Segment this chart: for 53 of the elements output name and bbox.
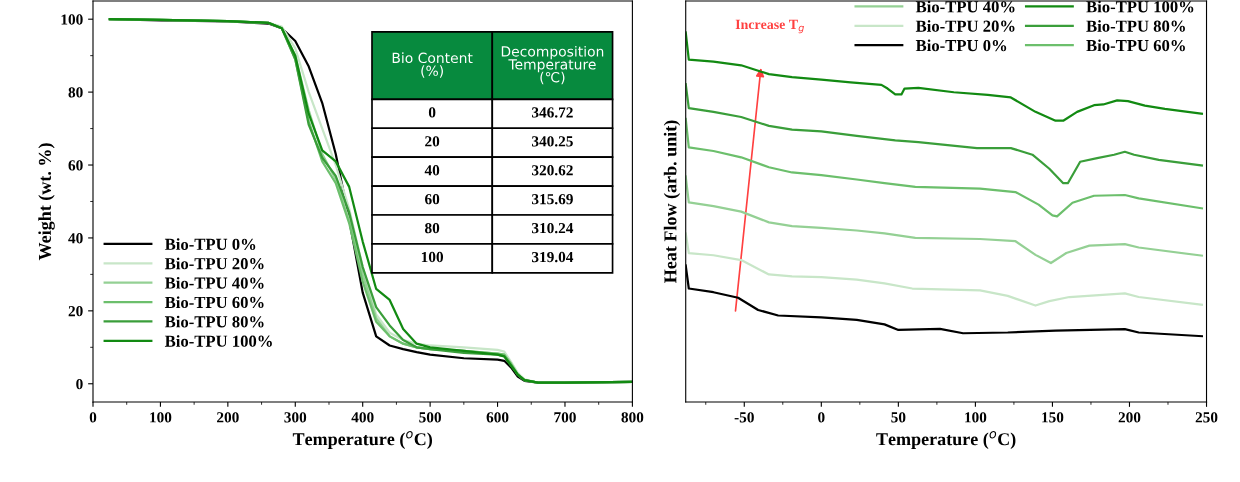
x-tick-label: 150 (1042, 412, 1064, 423)
legend-label: Bio-TPU 60% (1086, 39, 1185, 52)
annotation: 340.25 (531, 136, 573, 147)
x-axis-title: Temperature ($^{o}$C) (292, 431, 433, 449)
legend-label: Bio-TPU 20% (915, 20, 1015, 32)
x-axis-title: Temperature ($^{o}$C) (876, 431, 1016, 449)
annotation: Increase T$_{g}$ (735, 19, 804, 34)
annotation: 310.24 (531, 222, 574, 234)
x-tick-label: 0 (89, 412, 97, 423)
x-tick-label: -50 (734, 412, 754, 423)
annotation: Decomposition Temperature (℃) (501, 45, 604, 85)
legend-label: Bio-TPU 80% (164, 315, 264, 328)
y-tick-label: 0 (76, 378, 83, 390)
legend-label: Bio-TPU 80% (1086, 20, 1185, 32)
legend-label: Bio-TPU 0% (915, 39, 1007, 52)
annotation: 100 (421, 251, 444, 263)
x-tick-label: 100 (150, 412, 172, 423)
annotation: Bio Content (%) (392, 52, 473, 78)
x-tick-label: 100 (965, 412, 987, 423)
annotation: 320.62 (531, 165, 573, 176)
annotation: 0 (428, 107, 436, 118)
annotation: 20 (425, 136, 440, 147)
legend-label: Bio-TPU 0% (164, 238, 256, 250)
annotation: 40 (424, 165, 440, 176)
x-tick-label: 600 (486, 412, 509, 423)
legend-label: Bio-TPU 40% (164, 276, 264, 289)
legend-label: Bio-TPU 60% (164, 296, 264, 309)
annotation: 80 (425, 222, 440, 234)
legend-label: Bio-TPU 20% (164, 257, 264, 270)
y-axis-title: Heat Flow (arb. unit) (663, 120, 681, 283)
y-tick-label: 20 (68, 305, 83, 317)
x-tick-label: 700 (554, 412, 576, 423)
x-tick-label: 250 (1195, 412, 1218, 423)
annotation: 315.69 (531, 194, 573, 205)
x-tick-label: 200 (217, 412, 239, 423)
legend-label: Bio-TPU 100% (164, 335, 272, 347)
legend-label: Bio-TPU 100% (1086, 0, 1194, 13)
x-tick-label: 400 (351, 412, 374, 423)
x-tick-label: 300 (284, 412, 307, 423)
legend-label: Bio-TPU 40% (915, 0, 1015, 13)
x-tick-label: 800 (621, 412, 644, 423)
annotation: 346.72 (531, 107, 573, 118)
annotation: 60 (425, 194, 440, 205)
y-tick-label: 60 (68, 160, 83, 171)
y-tick-label: 80 (68, 87, 83, 98)
x-tick-label: 500 (419, 412, 441, 423)
x-tick-label: 0 (818, 412, 825, 423)
y-tick-label: 40 (68, 233, 83, 244)
y-axis-title: Weight (wt. %) (38, 143, 55, 261)
y-tick-label: 100 (61, 14, 83, 25)
annotation: 319.04 (531, 251, 574, 263)
x-tick-label: 200 (1118, 412, 1141, 423)
x-tick-label: 50 (891, 412, 906, 423)
